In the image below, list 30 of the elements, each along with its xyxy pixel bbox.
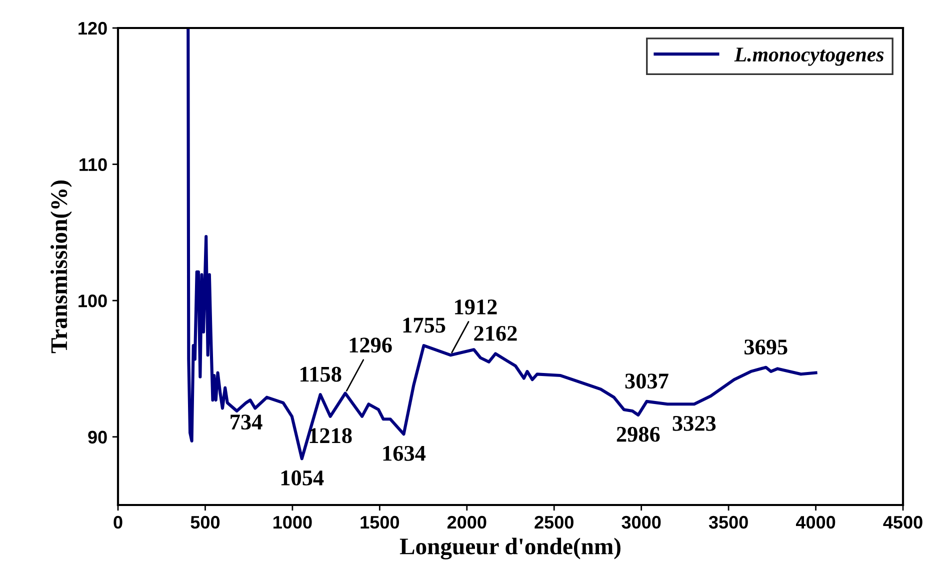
y-tick-label: 120 (78, 22, 107, 35)
x-tick-label: 500 (190, 516, 220, 529)
annotation: 1296 (350, 338, 392, 353)
annotation: 3323 (672, 416, 716, 431)
annotation: 1054 (281, 470, 324, 486)
x-tick-label: 1000 (274, 516, 312, 529)
annotation: 1634 (383, 446, 426, 461)
annotation: 2986 (616, 426, 660, 442)
annotation: 1158 (300, 366, 342, 382)
y-axis-title: Transmission(%) (50, 180, 72, 354)
annotation: 3037 (625, 374, 668, 389)
annotation: 734 (230, 414, 262, 430)
x-tick-label: 3000 (622, 516, 661, 529)
x-tick-label: 2000 (447, 516, 486, 529)
x-tick-label: 4500 (883, 516, 922, 529)
x-tick-label: 2500 (534, 516, 574, 529)
annotation: 1755 (403, 318, 446, 333)
x-tick-label: 0 (114, 516, 122, 529)
y-tick-label: 90 (88, 430, 107, 444)
x-tick-label: 3500 (708, 516, 748, 529)
annotation: 1218 (310, 428, 352, 444)
annotation: 1912 (455, 300, 497, 314)
legend-label: L.monocytogenes (734, 48, 884, 66)
annotation: 3695 (744, 340, 788, 355)
y-tick-label: 110 (80, 158, 107, 172)
x-axis-title: Longueur d'onde(nm) (400, 538, 620, 560)
x-tick-label: 1500 (360, 516, 400, 529)
annotation: 2162 (474, 326, 517, 341)
y-tick-label: 100 (78, 294, 107, 308)
x-tick-label: 4000 (796, 516, 836, 529)
